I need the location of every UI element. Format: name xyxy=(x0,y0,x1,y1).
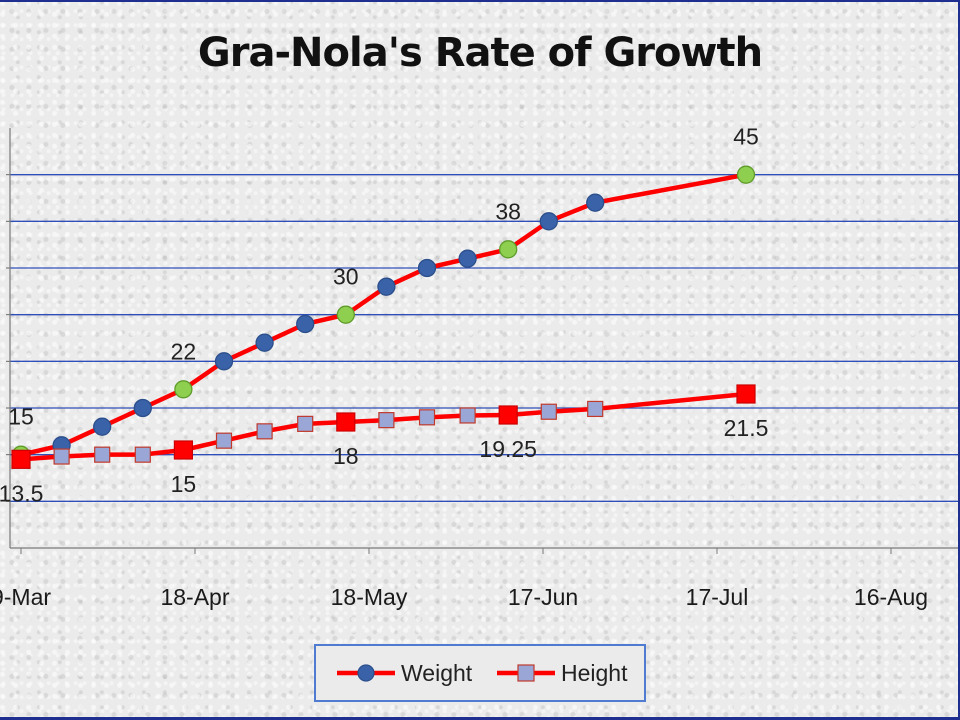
weight-point xyxy=(539,212,558,231)
height-point xyxy=(94,446,111,463)
height-point xyxy=(53,448,70,465)
weight-point xyxy=(255,333,274,352)
weight-point xyxy=(133,398,152,418)
legend-marker-square xyxy=(517,664,535,682)
height-point xyxy=(587,400,604,418)
height-point xyxy=(418,409,436,426)
weight-data-label: 15 xyxy=(8,404,34,430)
weight-data-label: 38 xyxy=(495,198,521,224)
weight-point xyxy=(377,277,396,296)
height-point xyxy=(736,384,756,404)
weight-data-label: 45 xyxy=(733,124,759,150)
weight-data-label: 22 xyxy=(171,338,197,364)
legend-marker-circle xyxy=(357,664,375,682)
weight-point xyxy=(417,258,437,278)
weight-point xyxy=(499,240,518,259)
frame-border-top xyxy=(0,0,960,2)
height-point xyxy=(336,412,356,432)
height-point xyxy=(134,446,151,463)
legend-label: Weight xyxy=(401,660,473,686)
weight-data-label: 30 xyxy=(333,264,359,290)
height-point xyxy=(459,407,476,424)
height-point xyxy=(540,403,557,420)
height-point xyxy=(173,440,193,460)
weight-point xyxy=(174,380,193,399)
height-point xyxy=(11,449,31,469)
height-point xyxy=(215,432,233,449)
weight-point xyxy=(336,305,355,324)
height-point xyxy=(498,405,518,425)
height-data-label: 21.5 xyxy=(724,415,769,441)
weight-point xyxy=(93,417,112,436)
x-tick-label: 9-Mar xyxy=(0,584,51,610)
x-tick-label: 18-Apr xyxy=(160,584,229,610)
legend-label: Height xyxy=(561,660,628,686)
x-tick-label: 17-Jun xyxy=(508,584,578,610)
weight-point xyxy=(586,193,605,212)
height-data-label: 19.25 xyxy=(479,436,537,462)
weight-point xyxy=(296,314,315,334)
height-data-label: 18 xyxy=(333,443,359,469)
height-point xyxy=(378,412,395,429)
frame-border-right xyxy=(958,0,960,720)
x-tick-label: 18-May xyxy=(331,584,408,610)
weight-point xyxy=(214,352,234,371)
series-line-height xyxy=(18,391,749,462)
chart-title: Gra-Nola's Rate of Growth xyxy=(197,30,763,76)
x-tick-label: 17-Jul xyxy=(686,584,749,610)
weight-point xyxy=(458,249,477,268)
height-data-label: 13.5 xyxy=(0,480,43,506)
series-line-weight xyxy=(18,172,749,457)
height-point xyxy=(297,415,314,432)
x-tick-label: 16-Aug xyxy=(854,584,928,610)
height-point xyxy=(256,423,273,440)
frame-border-bottom xyxy=(0,717,960,720)
height-data-label: 15 xyxy=(171,471,197,497)
weight-point xyxy=(736,165,756,184)
